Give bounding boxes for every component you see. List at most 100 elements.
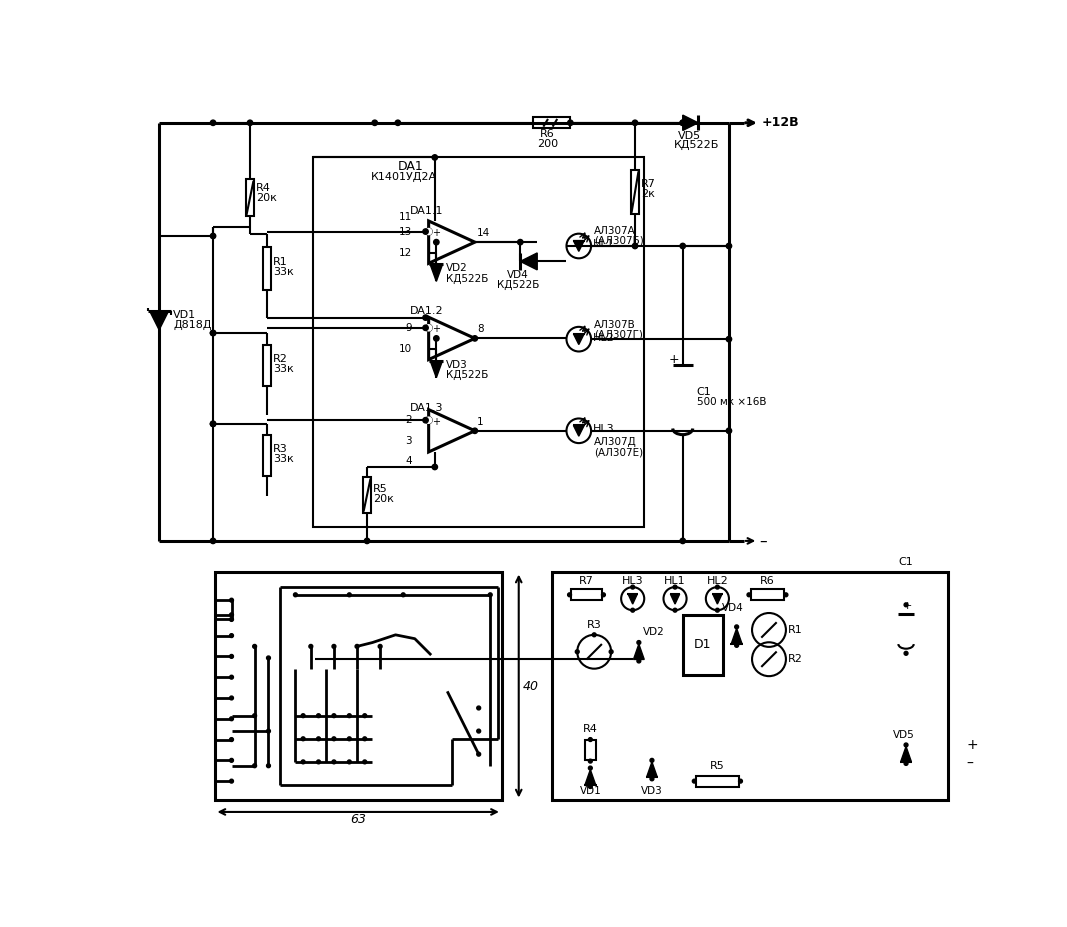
Circle shape [637,641,641,644]
Circle shape [738,780,743,783]
Text: VD2: VD2 [446,263,467,273]
Circle shape [267,656,270,660]
Text: КД522Б: КД522Б [446,370,488,380]
Circle shape [423,325,428,331]
Circle shape [633,243,638,248]
Circle shape [433,239,439,245]
Circle shape [210,121,216,125]
Circle shape [784,593,787,597]
Text: HL1: HL1 [592,239,615,249]
Text: 200: 200 [537,138,558,148]
Circle shape [317,760,320,764]
Circle shape [395,121,400,125]
Circle shape [735,625,738,629]
Text: R6: R6 [540,130,555,139]
Polygon shape [901,746,911,762]
Circle shape [904,652,908,655]
Text: 2: 2 [405,415,412,425]
Text: КД522Б: КД522Б [446,274,488,284]
Text: VD3: VD3 [641,786,663,796]
Polygon shape [573,425,584,437]
Circle shape [423,229,428,235]
Text: Д818Д: Д818Д [173,321,211,330]
Circle shape [592,633,596,637]
Circle shape [680,121,685,125]
Circle shape [210,330,216,336]
Circle shape [229,634,234,638]
Text: C1: C1 [898,557,913,567]
Circle shape [210,234,216,238]
Circle shape [253,764,256,768]
Text: 14: 14 [477,228,491,238]
Bar [571,590,602,600]
Polygon shape [430,264,443,282]
Circle shape [210,421,216,426]
Circle shape [267,730,270,733]
Bar [631,170,639,214]
Circle shape [426,228,432,235]
Circle shape [680,121,685,125]
Text: 12: 12 [398,248,412,258]
Bar [552,572,949,800]
Circle shape [747,593,751,597]
Bar [245,180,254,216]
Circle shape [602,593,605,597]
Text: R7: R7 [641,180,656,189]
Circle shape [348,760,351,764]
Text: АЛ307Д: АЛ307Д [594,438,637,448]
Circle shape [568,121,573,125]
Circle shape [433,336,439,341]
Polygon shape [634,644,644,659]
Text: VD5: VD5 [679,131,701,141]
Circle shape [472,428,478,434]
Circle shape [267,764,270,768]
Text: HL2: HL2 [592,333,615,343]
Bar [683,615,722,675]
Text: HL3: HL3 [622,576,643,586]
Text: R6: R6 [760,576,775,586]
Text: DA1.2: DA1.2 [410,307,443,316]
Circle shape [631,608,635,612]
Text: 3: 3 [405,437,412,447]
Text: +: + [432,324,441,335]
Circle shape [348,714,351,717]
Circle shape [301,737,305,741]
Circle shape [332,714,336,717]
Circle shape [210,539,216,543]
Circle shape [210,421,216,426]
Text: VD1: VD1 [579,786,601,796]
Text: R4: R4 [583,724,598,734]
Text: 11: 11 [398,212,412,222]
Text: 1: 1 [477,416,483,426]
Circle shape [309,644,313,648]
Circle shape [364,539,370,543]
Polygon shape [430,361,443,377]
Text: –: – [760,533,767,549]
Text: 40: 40 [523,679,539,692]
Circle shape [432,464,437,470]
Circle shape [229,617,234,621]
Circle shape [301,760,305,764]
Circle shape [229,738,234,742]
Text: 20к: 20к [256,193,277,203]
Circle shape [727,243,732,248]
Text: R1: R1 [273,257,288,267]
Circle shape [432,155,437,160]
Bar [262,435,271,476]
Circle shape [633,121,638,125]
Text: C1: C1 [697,387,712,398]
Circle shape [253,714,256,717]
Text: –: – [967,756,974,770]
Circle shape [348,737,351,741]
Circle shape [680,539,685,543]
Circle shape [588,759,592,763]
Polygon shape [585,769,595,785]
Circle shape [348,593,351,597]
Circle shape [904,761,908,766]
Circle shape [489,593,492,597]
Text: DA1.1: DA1.1 [410,207,443,216]
Circle shape [229,780,234,783]
Polygon shape [670,594,680,604]
Bar [262,247,271,290]
Circle shape [588,738,592,742]
